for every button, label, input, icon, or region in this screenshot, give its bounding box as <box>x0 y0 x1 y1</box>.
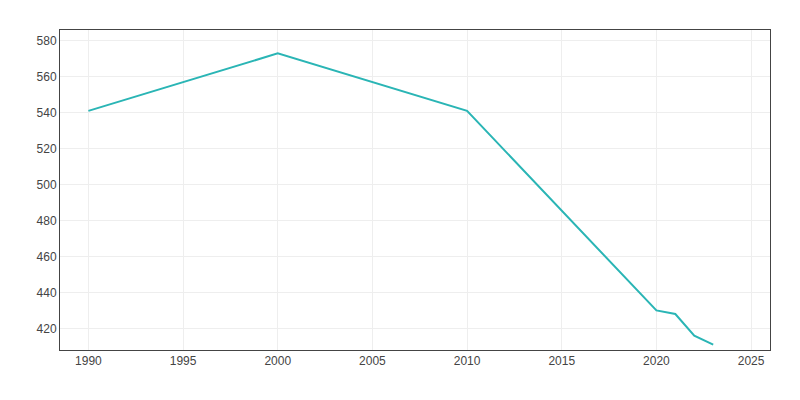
svg-text:2015: 2015 <box>548 354 575 368</box>
svg-text:420: 420 <box>37 322 57 336</box>
svg-text:2000: 2000 <box>264 354 291 368</box>
svg-text:2005: 2005 <box>359 354 386 368</box>
svg-text:480: 480 <box>37 214 57 228</box>
svg-text:540: 540 <box>37 106 57 120</box>
svg-text:2010: 2010 <box>454 354 481 368</box>
svg-text:520: 520 <box>37 142 57 156</box>
svg-text:500: 500 <box>37 178 57 192</box>
svg-text:2025: 2025 <box>738 354 765 368</box>
svg-text:560: 560 <box>37 70 57 84</box>
svg-text:460: 460 <box>37 250 57 264</box>
svg-text:580: 580 <box>37 34 57 48</box>
svg-text:440: 440 <box>37 286 57 300</box>
svg-text:1995: 1995 <box>170 354 197 368</box>
svg-text:2020: 2020 <box>643 354 670 368</box>
svg-text:1990: 1990 <box>75 354 102 368</box>
